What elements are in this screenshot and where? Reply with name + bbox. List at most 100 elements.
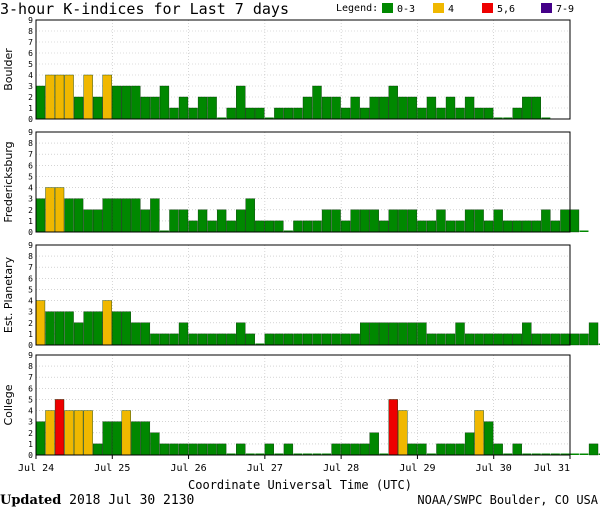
k-index-bar — [483, 333, 494, 346]
k-index-bar — [493, 333, 503, 346]
k-index-bar — [102, 198, 112, 233]
k-index-bar — [455, 220, 465, 233]
k-index-bar — [445, 333, 456, 346]
k-index-bar — [569, 333, 580, 346]
y-tick-label: 0 — [28, 341, 33, 350]
k-index-bar — [93, 311, 103, 346]
k-index-bar — [207, 96, 217, 120]
k-index-bar — [178, 443, 189, 456]
y-tick-label: 7 — [28, 263, 33, 272]
k-index-bar — [102, 300, 112, 346]
k-index-bar — [302, 333, 313, 346]
k-index-bar — [541, 333, 551, 346]
k-index-bar — [569, 209, 580, 233]
legend-label: 5,6 — [497, 4, 516, 15]
k-index-bar — [398, 322, 408, 346]
k-index-bar — [379, 220, 389, 233]
k-index-bar — [207, 333, 217, 346]
k-index-bar — [522, 220, 532, 233]
k-index-bar — [274, 107, 284, 120]
k-index-bar — [436, 107, 446, 120]
legend-swatch-yellow — [433, 3, 444, 13]
k-index-bar — [550, 453, 560, 455]
x-axis-label: Coordinate Universal Time (UTC) — [188, 478, 412, 492]
k-index-bar — [493, 117, 503, 119]
k-index-bar — [255, 453, 265, 455]
x-tick-label: Jul 30 — [476, 463, 512, 474]
k-index-bar — [169, 209, 179, 233]
legend-label: 4 — [448, 4, 455, 15]
k-index-bar — [140, 209, 151, 233]
k-index-bar — [426, 96, 437, 120]
k-index-bar — [407, 96, 418, 120]
k-index-bar — [159, 85, 170, 120]
k-index-bar — [226, 107, 236, 120]
legend-item-7-9: 7-9 — [541, 3, 574, 16]
k-index-bar — [350, 443, 360, 456]
x-tick-label: Jul 31 — [534, 463, 570, 474]
k-index-bar — [550, 220, 561, 233]
y-tick-label: 1 — [28, 440, 33, 449]
legend-item-5-6: 5,6 — [482, 3, 515, 16]
y-tick-label: 9 — [28, 351, 33, 360]
legend-label: 7-9 — [556, 4, 575, 15]
k-index-bar — [216, 333, 227, 346]
legend-item-0-3: 0-3 — [382, 3, 415, 16]
k-index-bar — [340, 220, 351, 233]
k-index-bar — [216, 209, 227, 233]
k-index-bar — [102, 74, 112, 120]
k-index-bar — [35, 421, 46, 456]
k-index-bar — [35, 85, 46, 120]
k-index-bar — [283, 230, 293, 232]
y-tick-label: 8 — [28, 252, 33, 261]
y-tick-label: 4 — [28, 184, 33, 193]
k-index-bar — [407, 209, 418, 233]
updated-timestamp: Updated 2018 Jul 30 2130 — [0, 493, 194, 508]
x-tick-label: Jul 24 — [18, 463, 54, 474]
k-index-bar — [598, 453, 600, 455]
y-tick-label: 4 — [28, 71, 33, 80]
station-label: Fredericksburg — [2, 141, 15, 222]
k-index-bar — [350, 209, 360, 233]
y-tick-label: 9 — [28, 128, 33, 137]
y-tick-label: 5 — [28, 60, 33, 69]
k-index-bar — [560, 453, 570, 455]
k-index-bar — [398, 96, 408, 120]
k-index-bar — [417, 443, 427, 456]
k-index-bar — [398, 410, 408, 456]
k-index-bar — [531, 220, 541, 233]
k-index-bar — [474, 333, 484, 346]
k-index-bar — [436, 209, 446, 233]
k-index-bar — [588, 322, 599, 346]
k-index-bar — [226, 220, 236, 233]
y-tick-label: 3 — [28, 418, 33, 427]
k-index-bar — [283, 443, 294, 456]
k-index-bar — [188, 220, 198, 233]
k-index-bar — [464, 432, 475, 456]
k-index-bar — [216, 443, 227, 456]
k-index-bar — [150, 96, 160, 120]
k-index-bar — [112, 421, 122, 456]
y-tick-label: 6 — [28, 161, 33, 170]
legend-swatch-purple — [541, 3, 552, 13]
k-index-bar — [474, 410, 484, 456]
k-index-bar — [226, 333, 236, 346]
k-index-bar — [417, 220, 427, 233]
k-index-bar — [64, 74, 74, 120]
k-index-bar — [445, 443, 456, 456]
panel-border — [35, 131, 571, 233]
k-index-bar — [45, 74, 55, 120]
k-index-bar — [188, 443, 198, 456]
legend-label: 0-3 — [397, 4, 416, 15]
panel-border — [35, 354, 571, 456]
y-tick-label: 5 — [28, 172, 33, 181]
y-tick-label: 5 — [28, 285, 33, 294]
k-index-bar — [503, 333, 513, 346]
k-index-bar — [302, 220, 313, 233]
k-index-bar — [360, 107, 370, 120]
k-index-bar — [54, 399, 65, 456]
k-index-bar — [493, 209, 503, 233]
y-tick-label: 7 — [28, 38, 33, 47]
k-index-bar — [464, 209, 475, 233]
k-index-bar — [579, 230, 589, 232]
